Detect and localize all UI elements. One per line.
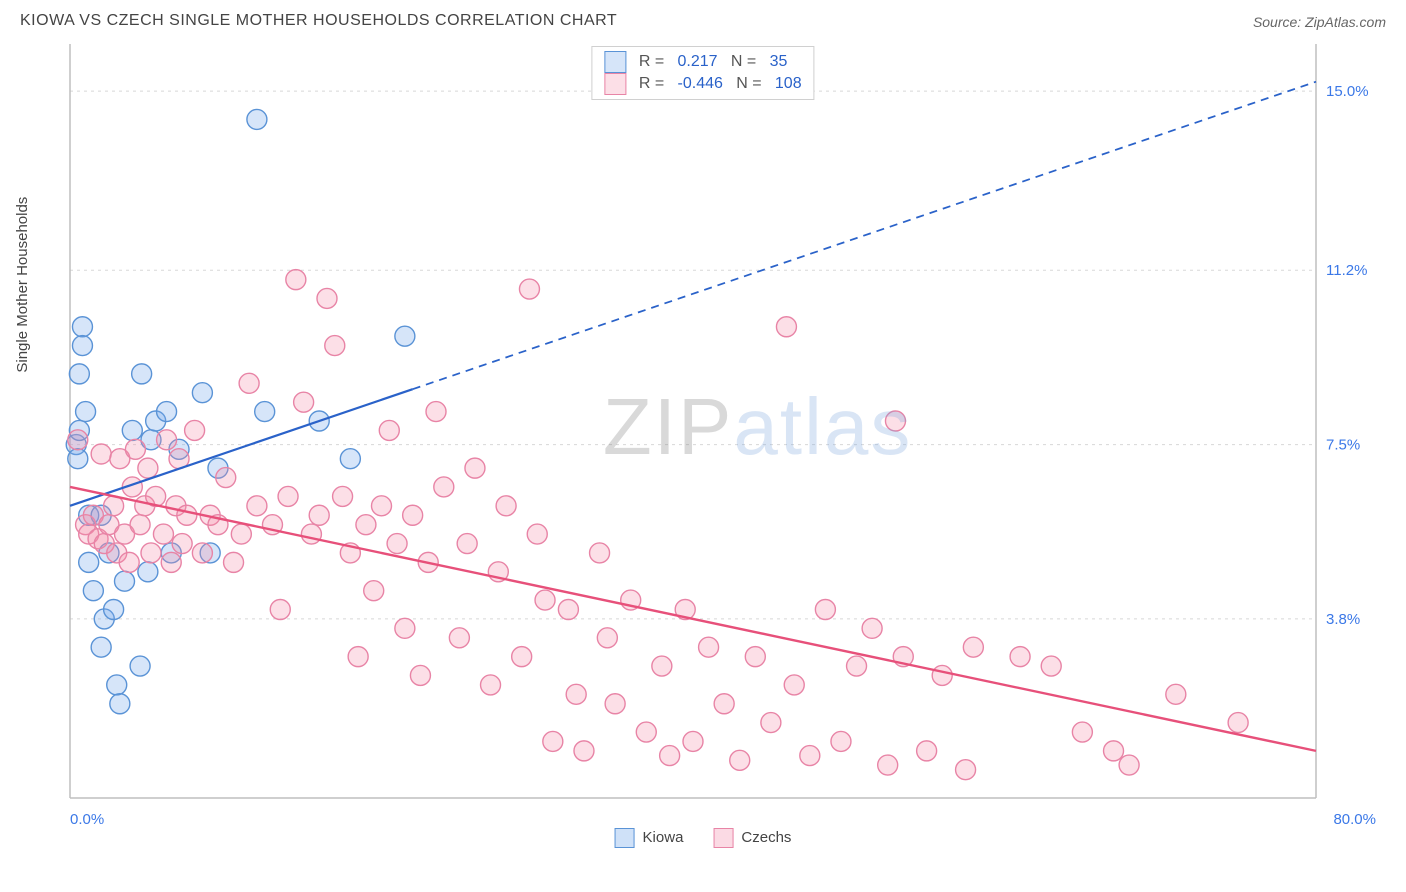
stats-legend-row: R = -0.446 N = 108: [604, 73, 801, 95]
legend-swatch: [604, 73, 626, 95]
series-legend: Kiowa Czechs: [615, 828, 792, 848]
svg-text:11.2%: 11.2%: [1326, 262, 1367, 279]
legend-text: R = 0.217 N = 35: [634, 53, 787, 71]
stats-legend: R = 0.217 N = 35 R = -0.446 N = 108: [591, 46, 814, 100]
legend-swatch: [604, 51, 626, 73]
source-prefix: Source:: [1253, 14, 1305, 30]
chart-area: Single Mother Households 3.8%7.5%11.2%15…: [20, 38, 1386, 848]
scatter-plot: 3.8% 7.5% 11.2% 15.0% 0.0% 80.0%: [20, 38, 1386, 848]
svg-text:3.8%: 3.8%: [1326, 611, 1360, 628]
legend-swatch: [615, 828, 635, 848]
legend-item: Kiowa: [615, 828, 684, 848]
legend-label: Czechs: [741, 829, 791, 846]
y-axis-label: Single Mother Households: [14, 197, 31, 373]
chart-header: KIOWA VS CZECH SINGLE MOTHER HOUSEHOLDS …: [0, 0, 1406, 38]
svg-text:15.0%: 15.0%: [1326, 83, 1369, 100]
legend-swatch: [713, 828, 733, 848]
chart-source: Source: ZipAtlas.com: [1253, 14, 1386, 30]
chart-title: KIOWA VS CZECH SINGLE MOTHER HOUSEHOLDS …: [20, 12, 617, 30]
source-name: ZipAtlas.com: [1305, 14, 1386, 30]
svg-text:7.5%: 7.5%: [1326, 437, 1360, 454]
svg-text:80.0%: 80.0%: [1333, 811, 1376, 828]
stats-legend-row: R = 0.217 N = 35: [604, 51, 801, 73]
legend-label: Kiowa: [643, 829, 684, 846]
svg-text:0.0%: 0.0%: [70, 811, 104, 828]
legend-text: R = -0.446 N = 108: [634, 75, 801, 93]
legend-item: Czechs: [713, 828, 791, 848]
